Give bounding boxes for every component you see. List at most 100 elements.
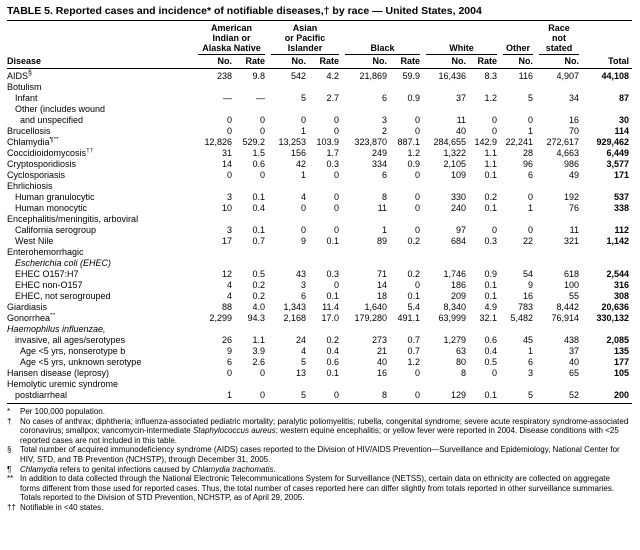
column-group-race-not-stated: Race not stated — [536, 23, 582, 55]
value-cell: 0.4 — [252, 203, 265, 213]
value-cell — [342, 324, 390, 335]
footnote-text: Total number of acquired immunodeficienc… — [20, 445, 620, 464]
total-cell: 537 — [613, 192, 629, 202]
footnote: †† Notifiable in <40 states. — [7, 503, 632, 513]
value-cell: 542 — [290, 71, 306, 81]
disease-label: Encephalitis/meningitis, arboviral — [7, 214, 139, 224]
value-cell: 0.6 — [252, 159, 265, 169]
value-cell: 8 — [342, 390, 390, 404]
footnote-marker: † — [7, 416, 12, 426]
footnote-text: . — [273, 464, 276, 474]
value-cell: 24 — [295, 335, 306, 345]
value-cell: 2.6 — [252, 357, 265, 367]
value-cell: 89 — [376, 236, 387, 246]
value-cell: 1.2 — [407, 148, 420, 158]
footnote-text: ; western equine encephalitis; or yellow… — [20, 426, 619, 445]
disease-cell: postdiarrheal — [7, 390, 195, 404]
value-cell: 1 — [381, 225, 387, 235]
value-cell: 0 — [300, 225, 306, 235]
value-cell — [390, 379, 423, 390]
table-header: American Indian or Alaska Native Asian or Pa… — [7, 23, 632, 69]
footnote-text: refers to genital infections caused by — [57, 464, 193, 474]
disease-label: Hansen disease (leprosy) — [7, 368, 110, 378]
column-header-disease: Disease — [7, 55, 195, 69]
value-cell: 2,299 — [209, 313, 232, 323]
value-cell: 11 — [569, 225, 579, 235]
value-cell — [268, 82, 309, 93]
value-cell: 209 — [450, 291, 466, 301]
table-row: Hansen disease (leprosy) 0 0 13 0.1 16 0 8 0 3 65 1… — [7, 368, 632, 379]
value-cell: 0 — [527, 115, 533, 125]
value-cell — [235, 214, 268, 225]
value-cell — [342, 214, 390, 225]
value-cell: 63 — [455, 346, 466, 356]
footnote: § Total number of acquired immunodeficien… — [7, 445, 632, 464]
table-row: AIDS§ 238 9.8 542 4.2 21,869 59.9 16,436 8.3 116 4… — [7, 69, 632, 83]
total-cell: 200 — [582, 390, 632, 404]
disease-cell: Human monocytic — [7, 203, 195, 214]
total-cell: 308 — [613, 291, 629, 301]
column-header-no: No. — [194, 55, 235, 69]
disease-label: AIDS — [7, 71, 29, 81]
value-cell: 0 — [259, 126, 265, 136]
total-cell — [582, 324, 632, 335]
value-cell: 1 — [527, 203, 533, 213]
disease-label: Haemophilus influenzae, — [7, 324, 106, 334]
value-cell: 0.1 — [252, 225, 265, 235]
total-cell: 20,636 — [601, 302, 629, 312]
disease-cell: Enterohemorrhagic — [7, 247, 195, 258]
column-group-other: Other — [500, 23, 536, 55]
value-cell: 0.3 — [326, 269, 339, 279]
disease-cell: Haemophilus influenzae, — [7, 324, 195, 335]
value-cell — [536, 247, 582, 258]
value-cell — [469, 82, 500, 93]
value-cell: 37 — [568, 346, 579, 356]
value-cell: 34 — [568, 93, 579, 103]
total-cell: 44,108 — [601, 71, 629, 81]
value-cell: 5.4 — [407, 302, 420, 312]
value-cell: 0.2 — [484, 192, 497, 202]
value-cell: 4.2 — [326, 71, 339, 81]
value-cell: 491.1 — [397, 313, 420, 323]
value-cell: 1 — [527, 346, 533, 356]
value-cell: 3 — [300, 280, 306, 290]
value-cell: 0 — [333, 115, 339, 125]
value-cell: 6 — [381, 170, 387, 180]
value-cell: 330 — [450, 192, 466, 202]
value-cell: 88 — [221, 302, 232, 312]
value-cell — [536, 181, 582, 192]
value-cell: 11 — [377, 203, 387, 213]
disease-label: postdiarrheal — [15, 390, 68, 400]
value-cell — [390, 181, 423, 192]
value-cell — [268, 379, 309, 390]
value-cell: 42 — [295, 159, 306, 169]
value-cell: 438 — [563, 335, 579, 345]
value-cell — [423, 104, 469, 115]
total-cell: 330,132 — [596, 313, 629, 323]
value-cell: 11.4 — [322, 302, 339, 312]
value-cell: 0 — [226, 126, 232, 136]
disease-label: EHEC O157:H7 — [15, 269, 79, 279]
column-group-white: White — [423, 23, 500, 55]
footnote-text: Staphylococcus aureus — [192, 426, 276, 436]
disease-label: Hemolytic uremic syndrome — [7, 379, 119, 389]
disease-cell: EHEC, not serogrouped — [7, 291, 195, 302]
footnote: * Per 100,000 population. — [7, 407, 632, 417]
value-cell: 0.7 — [407, 335, 420, 345]
value-cell: 0.2 — [252, 280, 265, 290]
value-cell: 1 — [194, 390, 235, 404]
value-cell: 40 — [376, 357, 387, 367]
total-cell: 135 — [613, 346, 629, 356]
disease-label: Gonorrhea — [7, 313, 51, 323]
table-row: Other (includes wound — [7, 104, 632, 115]
value-cell — [195, 258, 235, 269]
value-cell: 0 — [300, 203, 306, 213]
column-header-rate: Rate — [469, 55, 500, 69]
disease-label: and unspecified — [20, 115, 84, 125]
disease-cell: Coccidioidomycosis†† — [7, 148, 195, 159]
table-row: postdiarrheal 1 0 5 0 8 0 129 0.1 5 52 200 — [7, 390, 632, 404]
value-cell: 887.1 — [397, 137, 420, 147]
value-cell: 3 — [226, 225, 232, 235]
total-cell: 2,544 — [606, 269, 629, 279]
column-header-no: No. — [423, 55, 469, 69]
